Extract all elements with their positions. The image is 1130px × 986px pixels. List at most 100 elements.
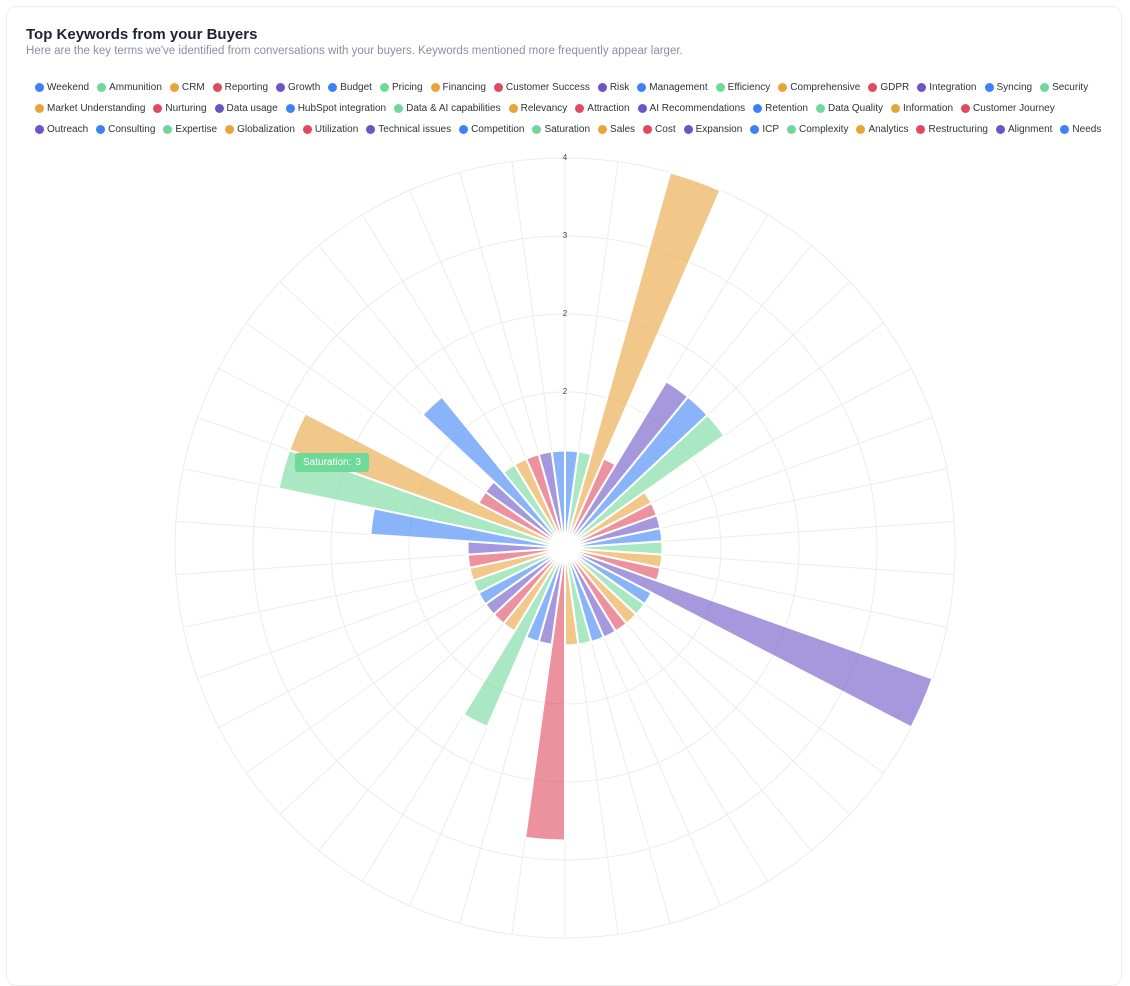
legend-item[interactable]: Risk: [597, 80, 630, 94]
legend-label: Saturation: [544, 123, 591, 135]
legend-label: Efficiency: [727, 81, 771, 93]
legend-item[interactable]: Pricing: [379, 80, 423, 94]
grid-ring: [252, 235, 878, 861]
legend-swatch: [379, 82, 389, 92]
legend-label: Customer Journey: [973, 102, 1055, 114]
legend-swatch: [815, 103, 825, 113]
legend-label: Expertise: [175, 123, 218, 135]
legend-label: Integration: [929, 81, 977, 93]
legend-item[interactable]: Data Quality: [815, 101, 883, 115]
legend-item[interactable]: Consulting: [96, 122, 155, 136]
legend-item[interactable]: Ammunition: [97, 80, 162, 94]
legend-label: Needs: [1072, 123, 1102, 135]
legend-swatch: [868, 82, 878, 92]
legend-item[interactable]: Alignment: [995, 122, 1053, 136]
legend-item[interactable]: Weekend: [35, 80, 89, 94]
legend-swatch: [212, 82, 222, 92]
legend-swatch: [750, 124, 760, 134]
legend-swatch: [276, 82, 286, 92]
legend-item[interactable]: Financing: [430, 80, 486, 94]
legend-item[interactable]: Expansion: [683, 122, 742, 136]
legend-label: Outreach: [47, 123, 89, 135]
legend-item[interactable]: Utilization: [302, 122, 358, 136]
legend-item[interactable]: Expertise: [163, 122, 217, 136]
legend-item[interactable]: HubSpot integration: [285, 101, 386, 115]
legend-swatch: [575, 103, 585, 113]
legend-swatch: [995, 124, 1005, 134]
legend-item[interactable]: Customer Journey: [961, 101, 1055, 115]
legend-item[interactable]: Comprehensive: [778, 80, 860, 94]
legend-label: Data usage: [226, 102, 278, 114]
legend-item[interactable]: Integration: [917, 80, 977, 94]
legend-label: GDPR: [880, 81, 910, 93]
legend-item[interactable]: Growth: [276, 80, 320, 94]
legend-item[interactable]: Attraction: [575, 101, 630, 115]
legend-item[interactable]: Saturation: [532, 122, 590, 136]
legend-item[interactable]: Security: [1040, 80, 1088, 94]
wedge: [288, 412, 566, 549]
legend-item[interactable]: Analytics: [856, 122, 908, 136]
legend-item[interactable]: Management: [637, 80, 708, 94]
legend-item[interactable]: Restructuring: [916, 122, 988, 136]
legend-swatch: [302, 124, 312, 134]
legend-label: AI Recommendations: [649, 102, 746, 114]
legend: Weekend Ammunition CRM Reporting Growth Budge…: [35, 80, 1115, 136]
legend-label: Customer Success: [505, 81, 590, 93]
legend-item[interactable]: Budget: [328, 80, 372, 94]
wedge: [550, 449, 566, 549]
legend-item[interactable]: Data usage: [214, 101, 278, 115]
legend-swatch: [163, 124, 173, 134]
legend-item[interactable]: Information: [891, 101, 953, 115]
legend-label: Risk: [609, 81, 630, 93]
legend-label: Pricing: [391, 81, 423, 93]
chart-subtitle: Here are the key terms we've identified …: [26, 45, 683, 57]
legend-label: Competition: [471, 123, 525, 135]
legend-swatch: [715, 82, 725, 92]
legend-item[interactable]: Nurturing: [153, 101, 207, 115]
legend-label: Consulting: [108, 123, 156, 135]
legend-item[interactable]: Relevancy: [508, 101, 567, 115]
legend-swatch: [394, 103, 404, 113]
legend-label: Alignment: [1007, 123, 1053, 135]
legend-item[interactable]: Customer Success: [493, 80, 590, 94]
legend-label: Data Quality: [827, 102, 883, 114]
legend-item[interactable]: AI Recommendations: [637, 101, 746, 115]
legend-swatch: [856, 124, 866, 134]
legend-label: Growth: [288, 81, 321, 93]
legend-swatch: [214, 103, 224, 113]
wedge: [462, 547, 566, 729]
legend-item[interactable]: Needs: [1060, 122, 1101, 136]
legend-item[interactable]: Syncing: [984, 80, 1032, 94]
legend-label: ICP: [762, 123, 779, 135]
legend-swatch: [917, 82, 927, 92]
legend-label: Information: [903, 102, 954, 114]
legend-swatch: [430, 82, 440, 92]
legend-item[interactable]: Market Understanding: [35, 101, 145, 115]
r-tick-label: 3: [563, 231, 568, 240]
legend-swatch: [532, 124, 542, 134]
legend-item[interactable]: Sales: [598, 122, 635, 136]
legend-item[interactable]: Cost: [643, 122, 676, 136]
legend-label: Reporting: [224, 81, 269, 93]
legend-label: Cost: [655, 123, 676, 135]
legend-swatch: [328, 82, 338, 92]
legend-item[interactable]: Competition: [459, 122, 524, 136]
legend-label: Analytics: [868, 123, 909, 135]
legend-item[interactable]: Data & AI capabilities: [394, 101, 501, 115]
legend-item[interactable]: Outreach: [35, 122, 88, 136]
legend-item[interactable]: Retention: [753, 101, 808, 115]
legend-label: Data & AI capabilities: [406, 102, 501, 114]
legend-swatch: [984, 82, 994, 92]
legend-item[interactable]: GDPR: [868, 80, 909, 94]
legend-item[interactable]: CRM: [169, 80, 205, 94]
legend-swatch: [96, 124, 106, 134]
legend-item[interactable]: Complexity: [786, 122, 848, 136]
legend-swatch: [366, 124, 376, 134]
legend-swatch: [778, 82, 788, 92]
legend-swatch: [153, 103, 163, 113]
legend-item[interactable]: Reporting: [212, 80, 269, 94]
legend-item[interactable]: Efficiency: [715, 80, 771, 94]
legend-item[interactable]: ICP: [750, 122, 779, 136]
legend-item[interactable]: Globalization: [225, 122, 295, 136]
legend-item[interactable]: Technical issues: [366, 122, 451, 136]
